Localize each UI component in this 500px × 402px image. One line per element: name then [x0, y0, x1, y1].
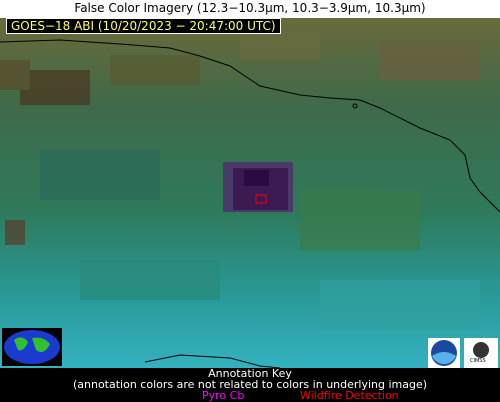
- timestamp: GOES−18 ABI (10/20/2023 − 20:47:00 UTC): [6, 18, 281, 34]
- key-pyrocb: Pyro Cb: [202, 389, 245, 402]
- annotation-key: Annotation Key (annotation colors are no…: [0, 368, 500, 402]
- key-wildfire: Wildfire Detection: [300, 389, 399, 402]
- globe-logo: [2, 328, 62, 366]
- cimss-logo: [464, 338, 498, 368]
- wildfire-detection-box: [255, 194, 267, 204]
- title: False Color Imagery (12.3−10.3µm, 10.3−3…: [74, 1, 426, 15]
- annotation-note: (annotation colors are not related to co…: [72, 378, 428, 391]
- noaa-logo: [428, 338, 460, 368]
- cimss-label: CIMSS: [470, 358, 486, 364]
- image-blocks: [0, 30, 480, 330]
- island: [352, 103, 358, 109]
- coastline: [0, 39, 500, 213]
- annotation-heading: Annotation Key: [208, 367, 292, 380]
- coastline: [144, 354, 281, 369]
- pyrocb-area: [223, 162, 293, 212]
